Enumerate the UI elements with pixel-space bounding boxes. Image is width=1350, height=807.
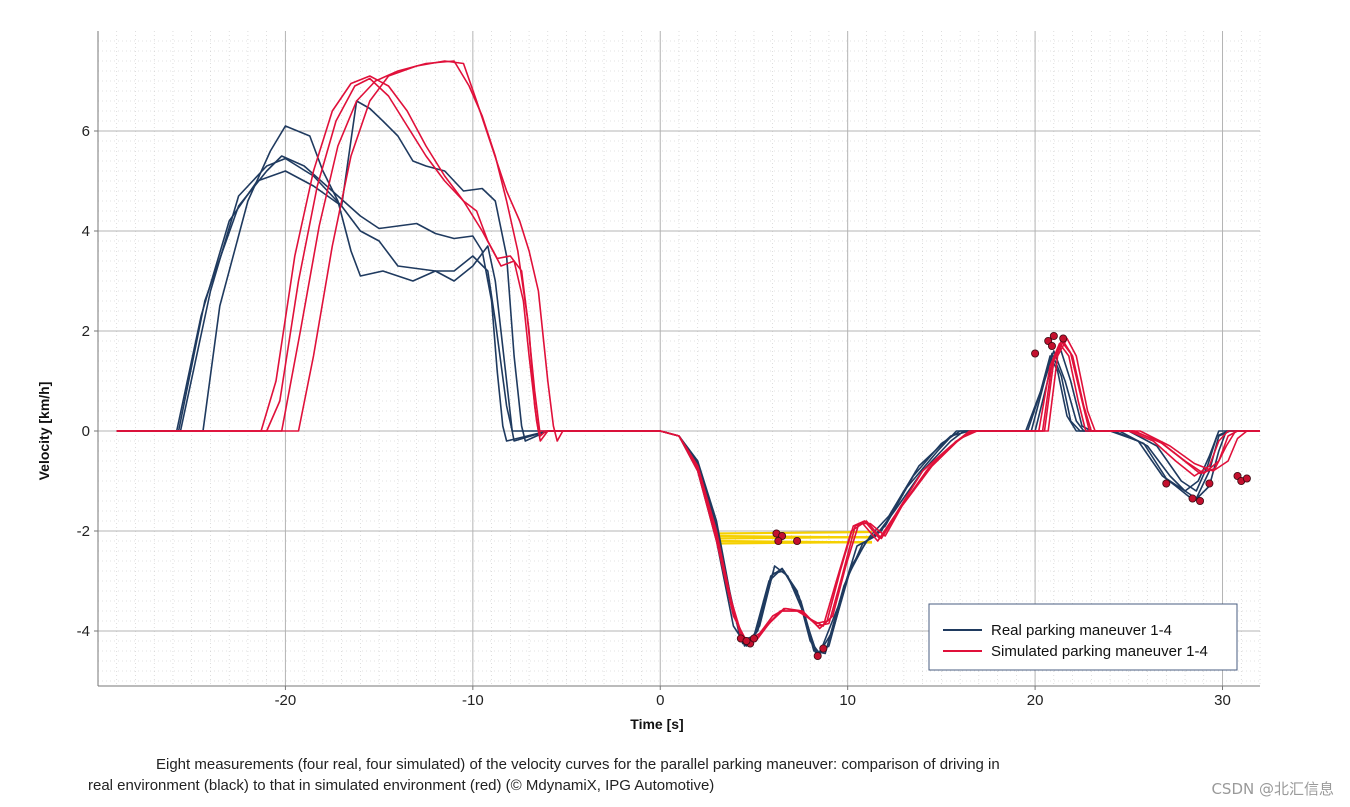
y-axis-title: Velocity [km/h] xyxy=(36,382,52,481)
figure-caption: Eight measurements (four real, four simu… xyxy=(88,754,1098,796)
event-marker xyxy=(1196,496,1205,505)
event-marker xyxy=(1031,349,1040,358)
y-tick-label: -2 xyxy=(77,523,90,540)
event-marker xyxy=(749,634,758,643)
event-marker xyxy=(1047,341,1056,350)
y-tick-label: 4 xyxy=(82,223,90,240)
major-grid xyxy=(98,31,1260,686)
series-lines xyxy=(116,60,1260,657)
event-marker xyxy=(819,644,828,653)
simulated-maneuver-line-1 xyxy=(116,77,1260,642)
event-marker xyxy=(793,537,802,546)
event-marker xyxy=(1059,334,1068,343)
event-marker xyxy=(1162,479,1171,488)
caption-line-2: real environment (black) to that in simu… xyxy=(88,777,715,794)
x-tick-label: 10 xyxy=(839,692,856,709)
x-tick-label: 20 xyxy=(1027,692,1044,709)
event-marker xyxy=(813,652,822,661)
event-marker xyxy=(774,537,783,546)
watermark: CSDN @北汇信息 xyxy=(1211,780,1334,798)
event-marker xyxy=(742,637,751,646)
event-marker xyxy=(1049,331,1058,340)
event-marker xyxy=(1242,474,1251,483)
x-tick-label: -10 xyxy=(462,692,484,709)
event-marker xyxy=(1205,479,1214,488)
x-axis-title: Time [s] xyxy=(630,716,683,732)
legend-label-simulated: Simulated parking maneuver 1-4 xyxy=(991,643,1208,660)
highlight-band-line xyxy=(716,530,873,535)
legend: Real parking maneuver 1-4 Simulated park… xyxy=(928,603,1238,671)
y-tick-label: 2 xyxy=(82,323,90,340)
legend-box xyxy=(928,603,1238,671)
real-maneuver-line-4 xyxy=(116,100,1260,655)
caption-line-1: Eight measurements (four real, four simu… xyxy=(156,756,1000,773)
event-marker xyxy=(1188,494,1197,503)
highlight-band xyxy=(716,530,873,545)
x-tick-label: 30 xyxy=(1214,692,1231,709)
simulated-maneuver-line-4 xyxy=(116,60,1260,642)
real-maneuver-line-2 xyxy=(116,157,1260,655)
x-tick-label: 0 xyxy=(656,692,664,709)
minor-grid xyxy=(97,31,1261,686)
simulated-maneuver-line-3 xyxy=(116,60,1260,642)
legend-label-real: Real parking maneuver 1-4 xyxy=(991,622,1172,639)
axes xyxy=(97,31,1260,687)
event-markers xyxy=(736,331,1251,661)
y-tick-label: 0 xyxy=(82,423,90,440)
real-maneuver-line-3 xyxy=(116,125,1260,657)
highlight-band-line xyxy=(716,534,873,539)
x-tick-label: -20 xyxy=(275,692,297,709)
y-tick-label: 6 xyxy=(82,123,90,140)
y-tick-label: -4 xyxy=(77,623,90,640)
